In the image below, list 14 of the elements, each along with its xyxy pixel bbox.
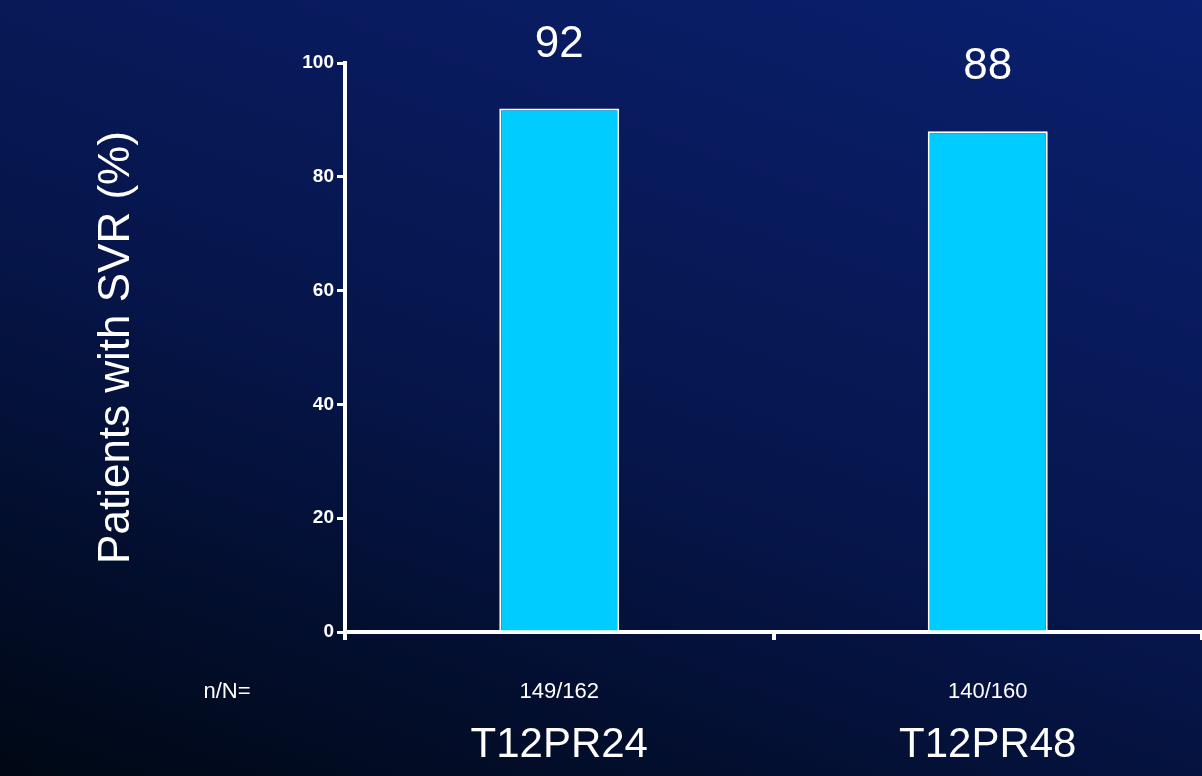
y-tick-label: 20 (312, 506, 334, 528)
y-tick-label: 40 (312, 392, 334, 414)
text: n/N= (203, 678, 251, 704)
text: 149/162 (519, 678, 600, 704)
text: 140/160 (947, 678, 1028, 704)
y-tick-label: 0 (323, 620, 334, 642)
y-tick-label: 100 (302, 51, 334, 73)
y-tick-label: 80 (312, 165, 334, 187)
x-tick-label: T12PR48 (899, 718, 1077, 766)
y-axis-title: Patients with SVR (%) (88, 131, 138, 564)
data-label: 88 (963, 39, 1013, 89)
x-tick-label: T12PR24 (470, 718, 648, 766)
data-label: 92 (534, 16, 584, 66)
y-tick-label: 60 (312, 278, 334, 300)
